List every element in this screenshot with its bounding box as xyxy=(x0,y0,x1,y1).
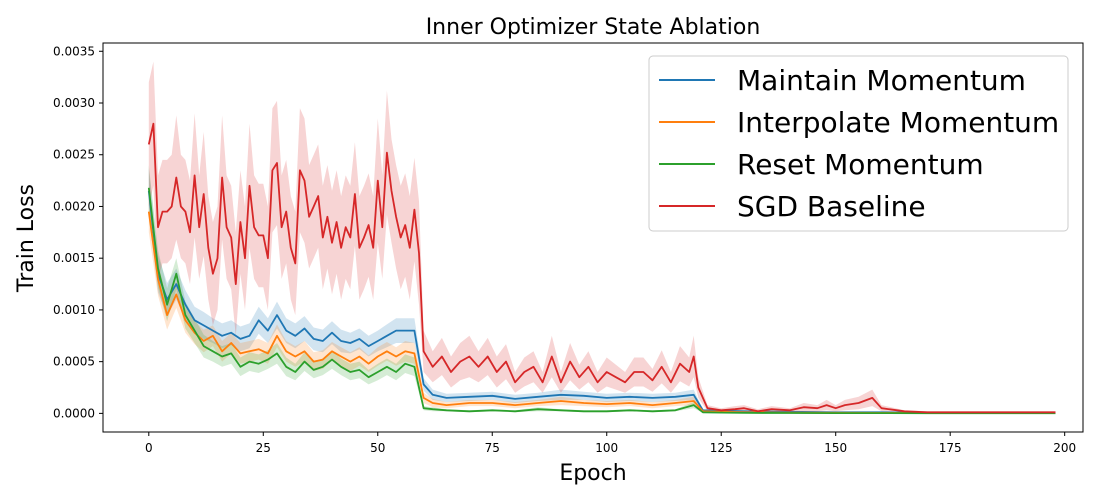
legend: Maintain Momentum Interpolate Momentum Res… xyxy=(648,55,1069,232)
y-tick-label: 0.0025 xyxy=(53,148,95,162)
legend-label-sgd-baseline: SGD Baseline xyxy=(737,190,926,223)
legend-label-interpolate-momentum: Interpolate Momentum xyxy=(737,106,1059,139)
x-tick-label: 175 xyxy=(939,441,962,455)
chart-title: Inner Optimizer State Ablation xyxy=(426,15,761,40)
series-lines xyxy=(147,122,1056,415)
y-tick-label: 0.0020 xyxy=(53,199,95,213)
y-tick-label: 0.0035 xyxy=(53,44,95,58)
x-tick-label: 50 xyxy=(370,441,385,455)
x-tick-label: 100 xyxy=(595,441,618,455)
x-tick-label: 200 xyxy=(1053,441,1076,455)
x-axis-title: Epoch xyxy=(559,461,626,486)
y-axis-ticks: 0.0000 0.0005 0.0010 0.0015 0.0020 0.0025 0.00… xyxy=(53,44,103,420)
legend-label-maintain-momentum: Maintain Momentum xyxy=(737,64,1026,97)
x-tick-label: 25 xyxy=(256,441,271,455)
x-tick-label: 75 xyxy=(485,441,500,455)
x-axis-ticks: 0 25 50 75 100 125 150 175 200 xyxy=(145,432,1076,455)
band-sgd-baseline xyxy=(148,61,1056,414)
y-tick-label: 0.0000 xyxy=(53,406,95,420)
line-interpolate-momentum xyxy=(147,211,1056,414)
plot-frame xyxy=(102,42,1084,433)
y-tick-label: 0.0015 xyxy=(53,251,95,265)
y-tick-label: 0.0010 xyxy=(53,303,95,317)
line-reset-momentum xyxy=(147,187,1056,415)
legend-label-reset-momentum: Reset Momentum xyxy=(737,148,984,181)
line-sgd-baseline xyxy=(147,122,1056,414)
line-maintain-momentum xyxy=(147,190,1056,414)
legend-box xyxy=(648,55,1069,232)
y-tick-label: 0.0005 xyxy=(53,355,95,369)
y-tick-label: 0.0030 xyxy=(53,96,95,110)
x-tick-label: 150 xyxy=(824,441,847,455)
y-axis-title: Train Loss xyxy=(14,184,39,293)
x-tick-label: 125 xyxy=(710,441,733,455)
band-maintain-momentum xyxy=(148,168,1056,414)
x-tick-label: 0 xyxy=(145,441,153,455)
